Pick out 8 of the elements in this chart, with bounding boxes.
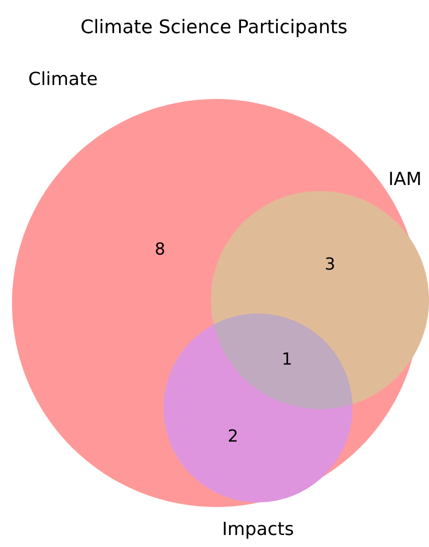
text: Climate Science Participants xyxy=(82,18,347,38)
data-label: 1 xyxy=(284,352,291,365)
text: Impacts xyxy=(224,522,294,539)
text: Climate xyxy=(29,71,97,86)
text: IAM xyxy=(390,172,420,185)
data-label: 2 xyxy=(228,429,237,442)
data-label: 3 xyxy=(326,257,334,270)
data-label: 8 xyxy=(156,242,164,255)
